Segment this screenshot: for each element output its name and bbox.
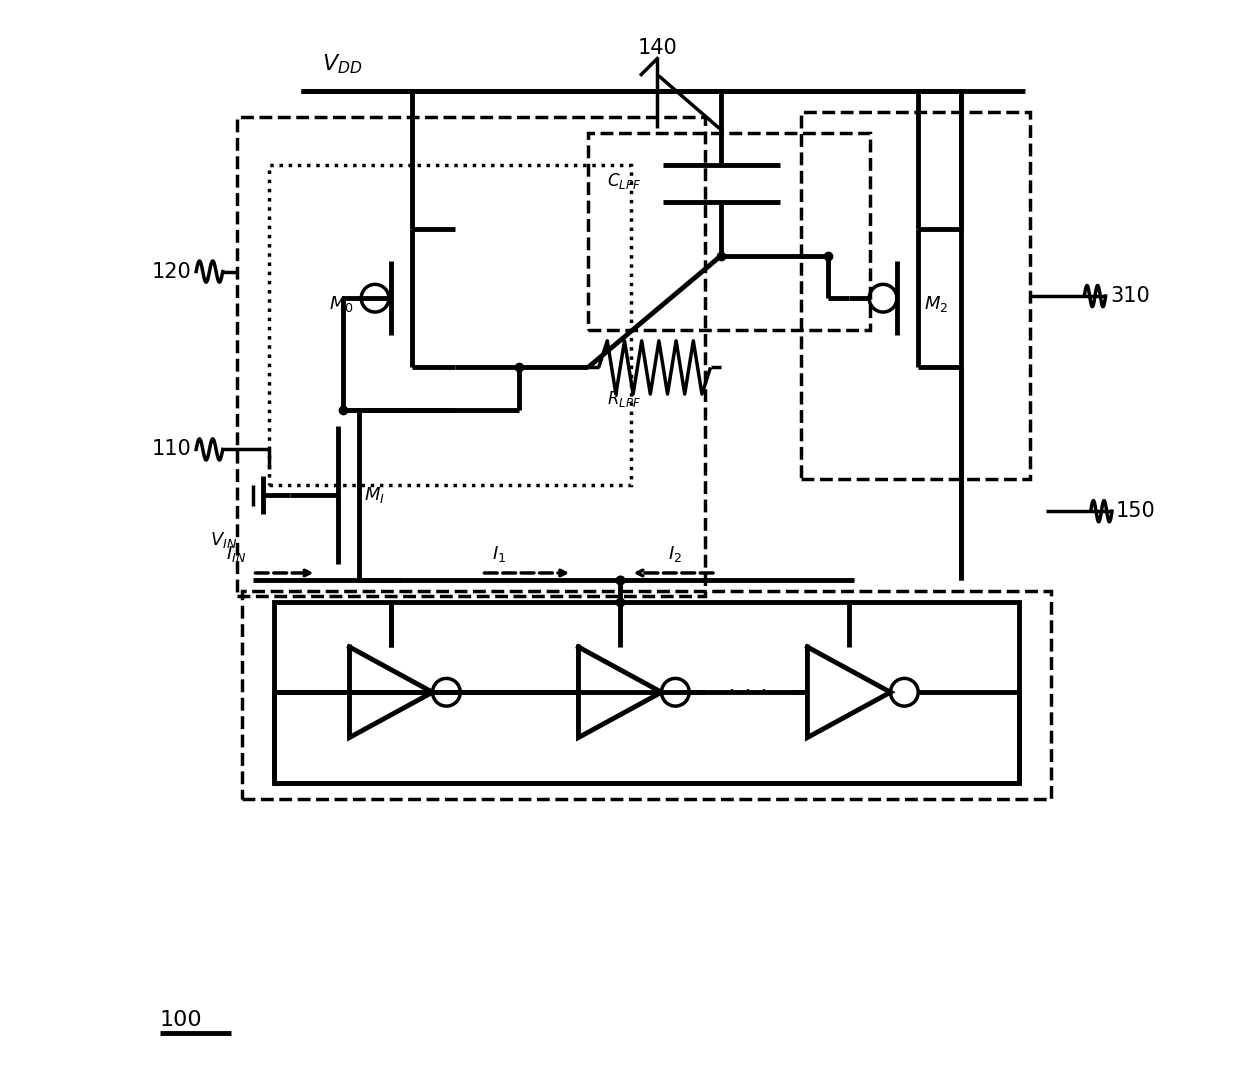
Text: $I_2$: $I_2$ <box>668 544 682 564</box>
Text: $I_1$: $I_1$ <box>492 544 506 564</box>
Text: $I_{IN}$: $I_{IN}$ <box>226 544 246 564</box>
Bar <box>242 591 1052 799</box>
Text: $M_I$: $M_I$ <box>365 486 386 505</box>
Text: $R_{LPF}$: $R_{LPF}$ <box>608 390 641 409</box>
Text: 110: 110 <box>153 440 192 459</box>
Bar <box>274 602 1019 783</box>
Text: $M_0$: $M_0$ <box>329 294 353 313</box>
Text: 310: 310 <box>1110 286 1149 306</box>
Text: 120: 120 <box>153 262 192 281</box>
Text: · · ·: · · · <box>728 681 769 704</box>
Bar <box>237 117 706 596</box>
Text: $V_{IN}$: $V_{IN}$ <box>210 530 237 550</box>
Text: 140: 140 <box>637 38 677 58</box>
Text: $C_{LPF}$: $C_{LPF}$ <box>608 171 641 191</box>
Text: 100: 100 <box>160 1011 202 1030</box>
Text: 150: 150 <box>1115 502 1154 521</box>
Bar <box>801 112 1030 479</box>
Text: $V_{DD}$: $V_{DD}$ <box>322 52 362 76</box>
Bar <box>588 133 870 330</box>
Text: $M_2$: $M_2$ <box>924 294 947 313</box>
Bar <box>269 165 631 485</box>
